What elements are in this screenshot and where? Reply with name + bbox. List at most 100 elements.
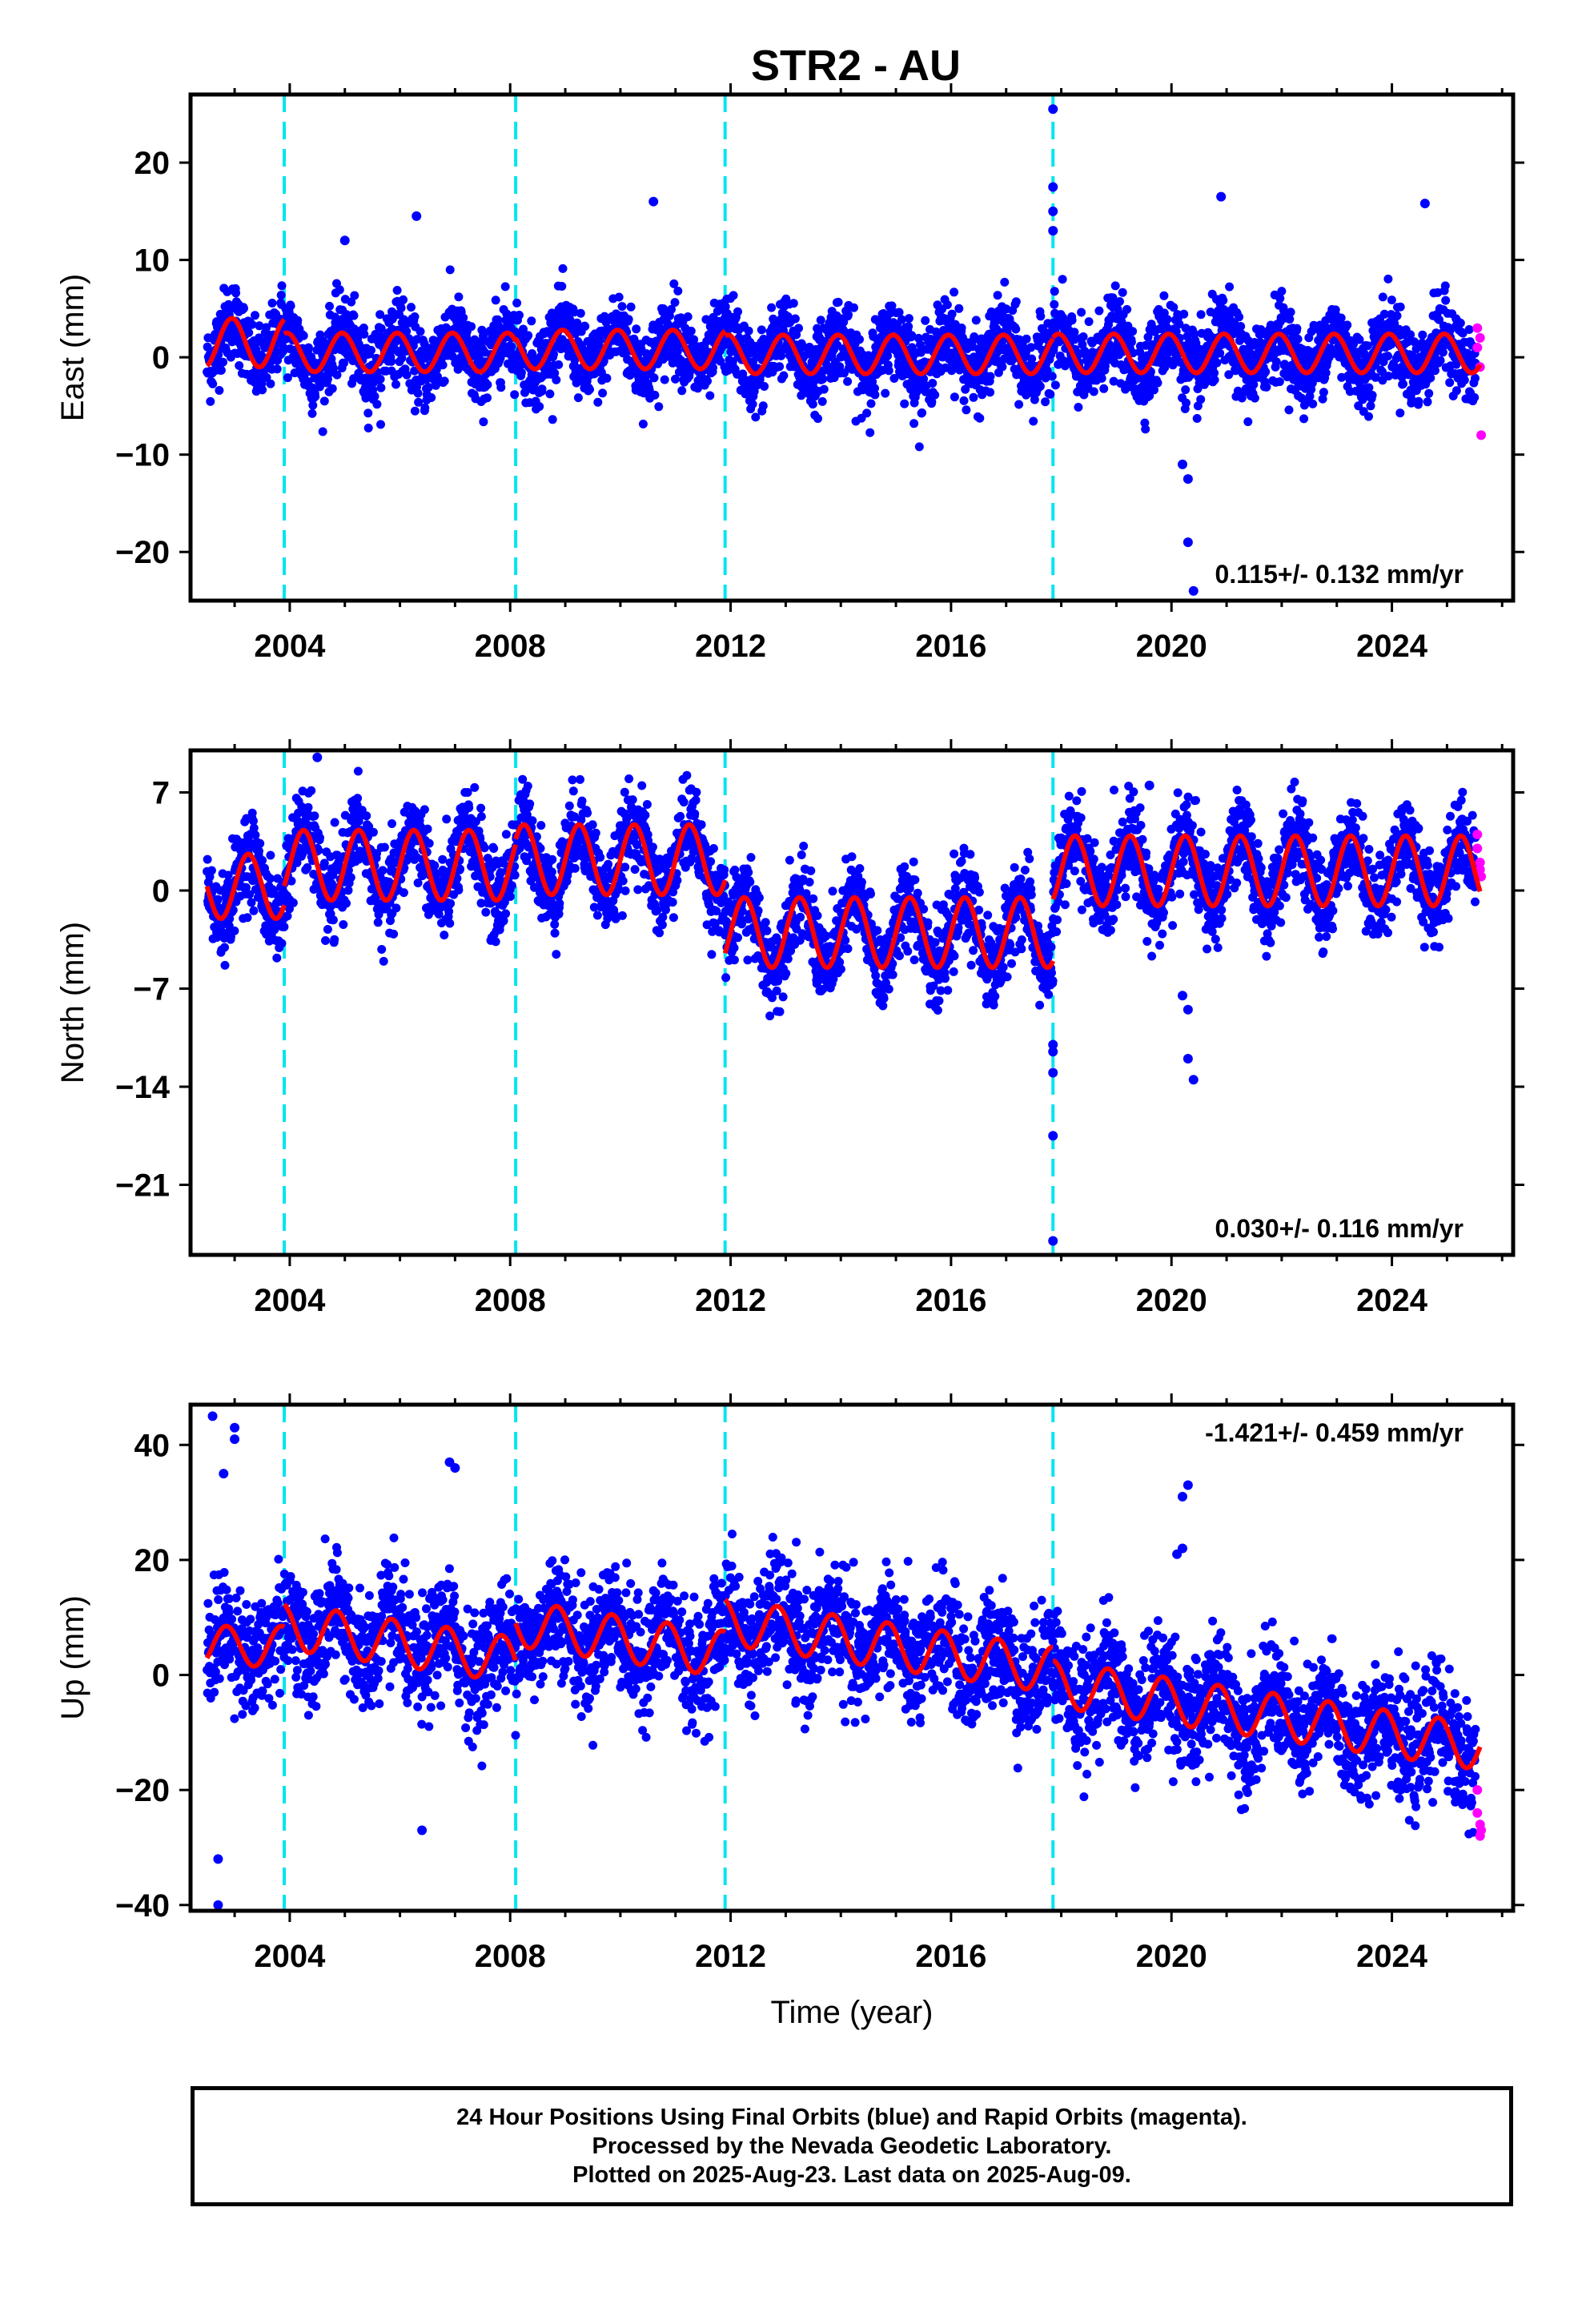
plot-frame [188,1402,1516,1913]
panel-north: 2004 2008 2012 2016 2020 2024 −21 −14 −7 0 7 North … [55,739,1524,1318]
footer-line-3: Plotted on 2025-Aug-23. Last data on 202… [572,2162,1131,2188]
final-orbit-outlier-1 [1048,1047,1058,1057]
final-orbit-points [203,263,1480,452]
footer-line-2: Processed by the Nevada Geodetic Laborat… [592,2133,1112,2159]
x-tick-label: 2012 [695,1283,766,1318]
y-tick-label: 0 [152,874,170,909]
rapid-orbit-point-4 [1476,430,1487,440]
final-orbit-outlier-2 [1048,1068,1058,1078]
y-tick-label: −21 [115,1168,170,1204]
final-orbit-outlier-8 [1188,1075,1199,1085]
plot-area [203,94,1487,601]
x-tick-label: 2016 [915,1283,986,1318]
final-orbit-outlier-3 [1048,1131,1058,1141]
panels: 2004 2008 2012 2016 2020 2024 −20 −10 0 10 20 East … [55,83,1524,2030]
y-axis-label: East (mm) [55,274,90,421]
rate-label: 0.030+/- 0.116 mm/yr [1215,1214,1464,1243]
final-orbit-outlier-12 [1178,1543,1187,1554]
plot-frame [188,748,1516,1257]
y-tick-label: −20 [115,1773,170,1808]
x-tick-label: 2012 [695,1939,766,1974]
x-tick-label: 2016 [915,629,986,664]
final-orbit-outlier-0 [1048,1039,1058,1050]
y-tick-label: −10 [115,438,170,473]
final-orbit-outlier-9 [1182,1480,1193,1490]
y-axis-label: North (mm) [55,922,90,1084]
final-orbit-points [203,1530,1480,1839]
rapid-orbit-point-0 [1472,1785,1483,1795]
final-orbit-outlier-10 [1178,1491,1187,1502]
rapid-orbit-point-4 [1476,1825,1487,1835]
final-orbit-outlier-2 [1048,206,1058,216]
rapid-orbit-point-1 [1472,843,1483,854]
final-orbit-outlier-3 [1048,226,1058,236]
y-tick-label: 40 [135,1428,171,1463]
model-curve [204,1598,1483,1771]
rapid-orbit-point-0 [1472,830,1483,839]
footer-line-1: 24 Hour Positions Using Final Orbits (bl… [456,2105,1247,2130]
final-orbit-outlier-5 [1178,991,1187,1001]
final-orbit-outlier-0 [1048,104,1058,115]
final-orbit-outlier-1 [1048,182,1058,192]
final-orbit-outlier-10 [1144,780,1154,790]
x-tick-label: 2024 [1356,1283,1428,1318]
x-tick-label: 2008 [475,1939,546,1974]
rapid-orbit-point-1 [1472,343,1483,352]
y-tick-label: 20 [135,1543,171,1578]
final-orbit-outlier-5 [213,1854,223,1864]
final-orbit-outlier-4 [1048,1236,1058,1246]
chart-title: STR2 - AU [751,42,961,90]
y-tick-label: 20 [135,146,171,181]
plot-area [203,1405,1487,1911]
y-tick-label: −20 [115,535,170,570]
x-tick-label: 2008 [475,629,546,664]
x-axis-label: Time (year) [771,1995,934,2030]
final-orbit-points [203,766,1480,1021]
final-orbit-outlier-6 [1182,537,1193,548]
y-tick-label: 10 [135,243,171,279]
final-orbit-outlier-9 [312,752,323,762]
final-orbit-outlier-9 [648,196,659,207]
y-tick-label: 0 [152,1659,170,1694]
final-orbit-outlier-8 [1216,191,1227,202]
y-tick-label: −14 [115,1070,171,1105]
final-orbit-outlier-7 [450,1463,460,1473]
final-orbit-outlier-2 [230,1422,240,1433]
final-orbit-outlier-8 [417,1825,428,1835]
final-orbit-outlier-4 [1178,459,1187,469]
y-tick-label: 7 [152,776,170,811]
x-tick-label: 2024 [1356,1939,1428,1974]
final-orbit-outlier-0 [207,1411,218,1421]
final-orbit-outlier-3 [230,1434,240,1445]
rapid-orbit-point-1 [1472,1807,1483,1818]
plot-area [203,750,1487,1255]
final-orbit-outlier-11 [412,211,422,221]
rate-label: -1.421+/- 0.459 mm/yr [1205,1418,1464,1447]
rapid-orbit-point-3 [1475,332,1485,343]
final-orbit-outlier-10 [1419,199,1430,209]
final-orbit-outlier-5 [1182,474,1193,485]
y-axis-label: Up (mm) [55,1595,90,1720]
rapid-orbit-point-2 [1475,858,1485,867]
x-tick-label: 2020 [1136,1939,1207,1974]
final-orbit-outlier-7 [1188,585,1199,596]
y-tick-label: 0 [152,340,170,376]
rapid-orbit-point-0 [1472,323,1483,333]
final-orbit-outlier-7 [1182,1054,1193,1063]
panel-east: 2004 2008 2012 2016 2020 2024 −20 −10 0 10 20 East … [55,83,1524,664]
final-orbit-outlier-6 [1182,1004,1193,1015]
x-tick-label: 2020 [1136,629,1207,664]
final-orbit-outlier-12 [339,235,350,246]
plot-frame [188,92,1516,603]
model-curve [205,316,1483,376]
x-tick-label: 2024 [1356,629,1428,664]
x-tick-label: 2012 [695,629,766,664]
final-orbit-outlier-1 [213,1900,223,1910]
panel-up: 2004 2008 2012 2016 2020 2024 −40 −20 0 20 40 Up (m… [55,1393,1524,2030]
x-tick-label: 2016 [915,1939,986,1974]
x-tick-label: 2020 [1136,1283,1207,1318]
y-tick-label: −7 [133,972,170,1007]
x-tick-label: 2004 [254,1939,326,1974]
model-curve [204,822,1483,971]
